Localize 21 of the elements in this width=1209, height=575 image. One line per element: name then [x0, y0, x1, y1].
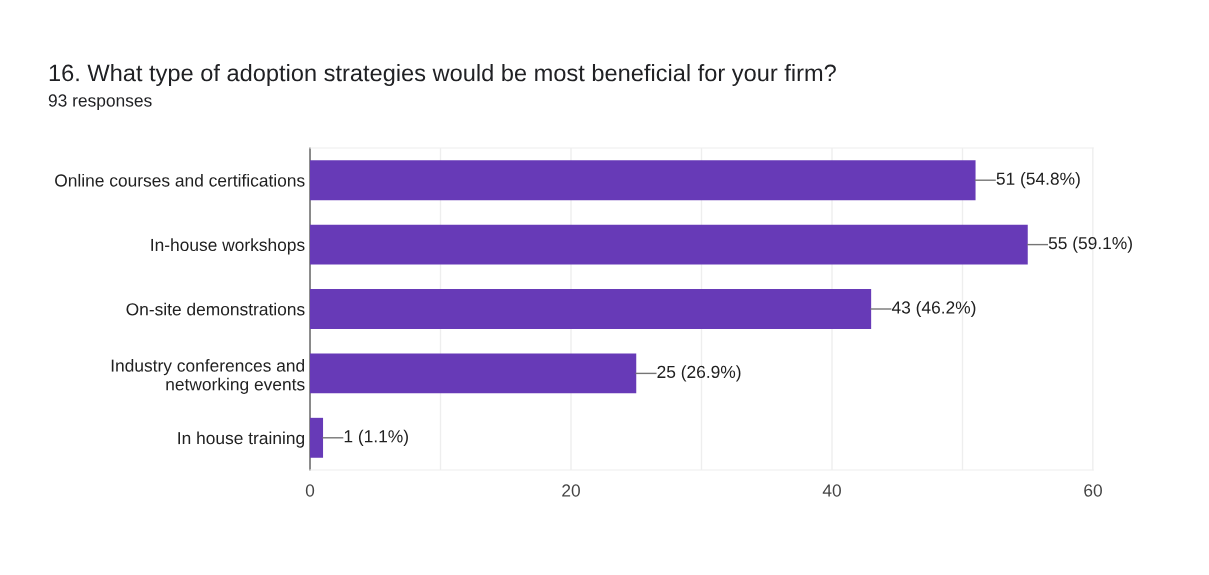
- data-label: 43 (46.2%): [891, 300, 976, 318]
- y-tick-label: Industry conferences and networking events: [111, 359, 305, 394]
- bar: [310, 417, 324, 458]
- x-tick-label: 60: [1084, 484, 1102, 497]
- data-label: 55 (59.1%): [1048, 236, 1132, 253]
- data-label: 51 (54.8%): [996, 172, 1080, 189]
- y-tick-label: In house training: [178, 431, 305, 448]
- chart-title: 16. What type of adoption strategies would be most beneficial for your firm?: [49, 64, 836, 86]
- bar: [310, 353, 637, 394]
- y-tick-label: On-site demonstrations: [126, 302, 305, 316]
- bar: [310, 224, 1028, 265]
- bar: [310, 160, 976, 201]
- x-tick-label: 0: [305, 484, 315, 497]
- data-label: 25 (26.9%): [657, 365, 741, 382]
- y-tick-label: In-house workshops: [151, 238, 305, 255]
- bar: [310, 289, 872, 329]
- x-tick-label: 20: [562, 484, 580, 497]
- x-tick-label: 40: [822, 484, 841, 497]
- data-label: 1 (1.1%): [344, 429, 408, 446]
- text: 93 responses: [48, 94, 152, 111]
- y-tick-label: Online courses and certifications: [55, 173, 305, 187]
